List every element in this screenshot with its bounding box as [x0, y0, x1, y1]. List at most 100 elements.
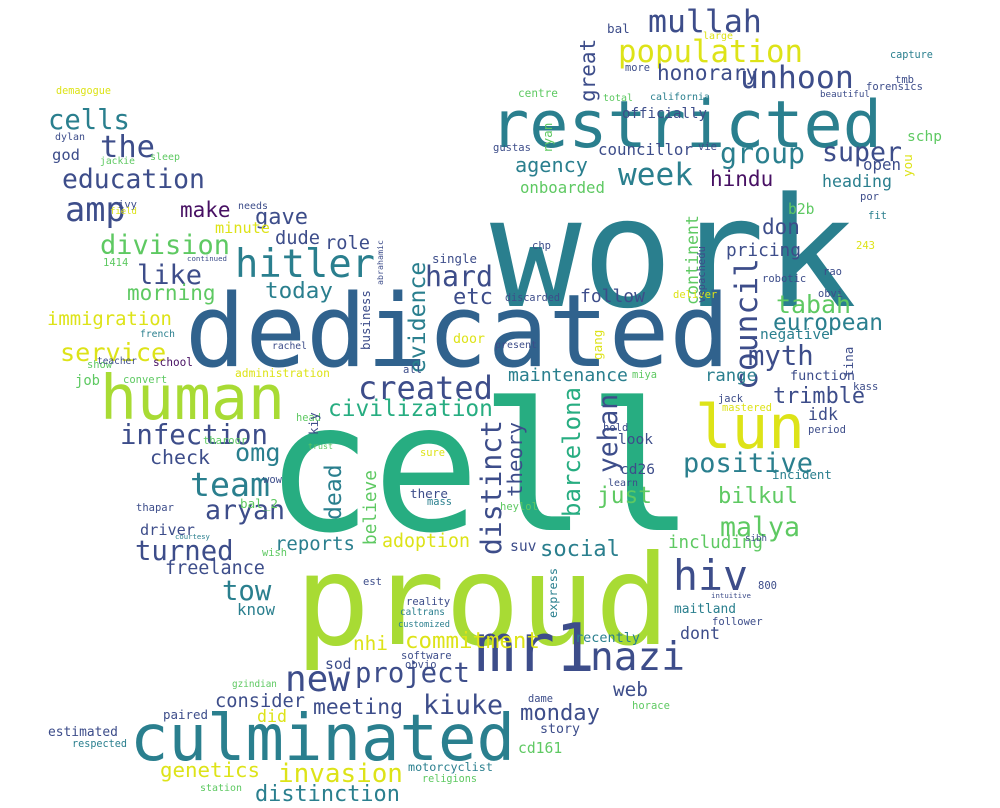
cloud-word-82: follow	[580, 286, 645, 307]
cloud-word-121: total	[603, 93, 633, 104]
cloud-word-44: hard	[425, 260, 493, 293]
cloud-word-178: horace	[632, 700, 670, 712]
cloud-word-11: hiv	[673, 551, 748, 600]
cloud-word-164: kiy	[306, 412, 321, 435]
cloud-word-165: sibh	[745, 534, 767, 544]
cloud-word-51: today	[265, 278, 333, 304]
cloud-word-183: wish	[262, 547, 287, 559]
cloud-word-188: convert	[123, 374, 168, 386]
cloud-word-63: social	[540, 536, 620, 562]
cloud-word-77: consider	[215, 691, 305, 712]
cloud-word-19: the	[100, 130, 155, 165]
cloud-word-182: courtesy	[175, 532, 210, 541]
cloud-word-179: religions	[422, 774, 477, 785]
cloud-word-139: heylol	[500, 501, 538, 513]
cloud-word-101: job	[75, 373, 100, 389]
cloud-word-105: cd26	[620, 462, 655, 478]
cloud-word-97: negative	[760, 327, 830, 343]
cloud-word-144: period	[808, 424, 846, 436]
cloud-word-136: there	[410, 486, 448, 501]
cloud-word-21: unhoon	[740, 60, 854, 96]
cloud-word-93: schp	[907, 129, 942, 145]
cloud-word-177: dame	[528, 693, 553, 705]
cloud-word-24: super	[822, 137, 902, 168]
cloud-word-73: don	[762, 215, 800, 239]
cloud-word-88: minute	[215, 219, 270, 237]
cloud-word-167: intuitive	[711, 591, 751, 600]
cloud-word-60: monday	[520, 700, 600, 726]
cloud-word-71: agency	[515, 153, 588, 177]
cloud-word-162: vepachedu	[696, 246, 708, 303]
cloud-word-33: european	[773, 310, 883, 336]
cloud-word-169: express	[546, 568, 560, 618]
cloud-word-83: check	[150, 446, 210, 469]
cloud-word-102: administration	[235, 367, 330, 380]
cloud-word-189: show	[87, 359, 112, 371]
cloud-word-158: capture	[890, 50, 933, 61]
cloud-word-166: 800	[758, 580, 777, 592]
cloud-word-29: civilization	[328, 396, 493, 422]
cloud-word-96: function	[790, 368, 855, 384]
cloud-word-141: miya	[632, 369, 657, 381]
cloud-word-86: role	[325, 233, 370, 254]
cloud-word-130: present	[495, 340, 537, 351]
cloud-word-157: beautiful	[820, 89, 870, 100]
cloud-word-132: rachel	[272, 341, 307, 352]
cloud-word-62: nhi	[353, 632, 388, 655]
cloud-word-76: including	[668, 533, 763, 553]
cloud-word-4: restricted	[490, 88, 882, 163]
cloud-word-155: tmb	[895, 74, 914, 86]
cloud-word-184: bal_2	[240, 496, 278, 511]
cloud-word-146: tina	[841, 346, 856, 377]
cloud-word-119: centre	[518, 87, 558, 100]
cloud-word-117: cd161	[518, 740, 563, 757]
cloud-word-14: project	[355, 658, 470, 689]
cloud-word-112: story	[540, 722, 580, 737]
cloud-word-99: god	[52, 146, 80, 164]
cloud-word-53: tow	[222, 576, 272, 607]
cloud-word-5: human	[100, 363, 285, 434]
cloud-word-171: reality	[406, 596, 451, 608]
cloud-word-106: driver	[140, 521, 195, 539]
cloud-word-0: work	[490, 165, 857, 342]
cloud-word-193: continued	[187, 254, 227, 263]
cloud-word-78: freelance	[165, 558, 265, 579]
cloud-word-32: tabah	[776, 290, 851, 319]
cloud-word-18: amp	[65, 190, 126, 229]
cloud-word-194: needs	[238, 201, 268, 212]
cloud-word-49: make	[180, 198, 231, 222]
cloud-word-192: 1414	[103, 257, 129, 269]
cloud-word-23: group	[720, 137, 805, 170]
cloud-word-15: created	[358, 369, 493, 407]
cloud-word-116: motorcyclist	[408, 760, 493, 774]
cloud-word-52: omg	[235, 438, 281, 467]
cloud-word-108: know	[237, 600, 275, 619]
cloud-word-57: distinction	[255, 782, 400, 807]
cloud-word-153: por	[860, 191, 879, 203]
cloud-word-163: gang	[590, 329, 605, 360]
cloud-word-161: ryan	[540, 122, 555, 153]
cloud-word-80: adoption	[382, 531, 470, 552]
cloud-word-127: single	[432, 251, 477, 266]
cloud-word-134: trust	[308, 441, 333, 451]
cloud-word-113: recently	[575, 630, 640, 646]
cloud-word-98: idk	[808, 405, 838, 424]
cloud-word-28: infection	[120, 420, 268, 451]
cloud-word-118: sod	[325, 656, 352, 673]
cloud-word-152: fit	[868, 210, 887, 222]
cloud-word-95: incident	[772, 467, 832, 482]
cloud-word-55: meeting	[313, 695, 403, 720]
cloud-word-10: nazi	[590, 634, 685, 680]
cloud-word-9: hitler	[235, 242, 375, 287]
cloud-word-56: invasion	[278, 759, 403, 789]
cloud-word-151: 243	[856, 240, 875, 252]
cloud-word-142: jack	[718, 393, 743, 405]
cloud-word-125: ivy	[118, 199, 137, 211]
cloud-word-59: commitment	[405, 628, 540, 654]
cloud-word-92: open	[863, 155, 901, 174]
cloud-word-114: maitland	[674, 602, 736, 617]
cloud-word-2: dedicated	[185, 273, 730, 390]
cloud-word-35: bilkul	[718, 483, 798, 509]
cloud-word-129: discarded	[505, 293, 560, 304]
cloud-word-185: thapar	[136, 502, 174, 514]
